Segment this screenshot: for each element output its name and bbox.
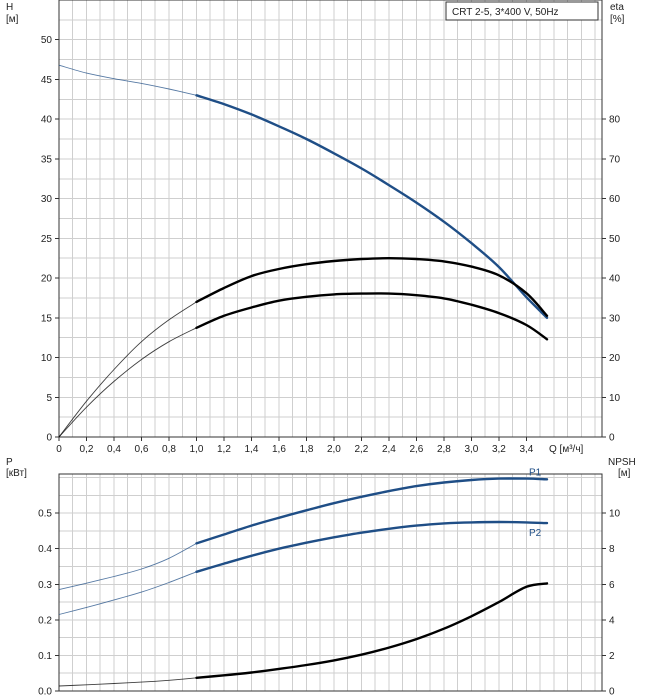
head-axis-title: H xyxy=(6,2,13,13)
power-tick-label: 0.4 xyxy=(38,544,52,555)
flow-tick-label: 1,4 xyxy=(245,444,259,455)
efficiency-axis-title: eta xyxy=(610,2,624,13)
head-tick-label: 50 xyxy=(41,35,53,46)
total-efficiency-curve-thin xyxy=(58,327,197,438)
flow-tick-label: 0,6 xyxy=(135,444,149,455)
efficiency-tick-label: 20 xyxy=(609,353,621,364)
efficiency-axis-unit: [%] xyxy=(610,14,625,25)
efficiency-tick-label: 30 xyxy=(609,313,621,324)
head-tick-label: 15 xyxy=(41,313,53,324)
npsh-axis-unit: [м] xyxy=(618,468,631,479)
efficiency-tick-label: 70 xyxy=(609,154,621,165)
flow-tick-label: 2,6 xyxy=(409,444,423,455)
head-tick-label: 5 xyxy=(46,393,52,404)
npsh-tick-label: 2 xyxy=(609,651,615,662)
top-plot-frame xyxy=(58,0,603,438)
head-tick-label: 25 xyxy=(41,234,53,245)
head-tick-label: 35 xyxy=(41,154,53,165)
efficiency-tick-label: 50 xyxy=(609,234,621,245)
legend-box-text: CRT 2-5, 3*400 V, 50Hz xyxy=(452,7,559,18)
npsh-tick-label: 0 xyxy=(609,687,615,698)
npsh-tick-label: 8 xyxy=(609,544,615,555)
total-efficiency-curve xyxy=(195,292,549,341)
flow-tick-label: 3,0 xyxy=(464,444,478,455)
head-tick-label: 20 xyxy=(41,274,53,285)
flow-tick-label: 0,2 xyxy=(80,444,94,455)
efficiency-tick-label: 0 xyxy=(609,433,615,444)
efficiency-tick-label: 60 xyxy=(609,194,621,205)
flow-tick-label: 0,8 xyxy=(162,444,176,455)
flow-tick-label: 1,6 xyxy=(272,444,286,455)
head-tick-label: 10 xyxy=(41,353,53,364)
head-curve-thin xyxy=(58,64,197,96)
flow-tick-label: 1,8 xyxy=(299,444,313,455)
p2-series-label: P2 xyxy=(529,528,542,539)
p1-series-label: P1 xyxy=(529,467,542,478)
efficiency-tick-label: 10 xyxy=(609,393,621,404)
flow-tick-label: 1,0 xyxy=(190,444,204,455)
power-axis-unit: [кВт] xyxy=(6,468,27,479)
flow-axis-title: Q [м³/ч] xyxy=(549,444,584,455)
npsh-curve-thin xyxy=(58,677,197,687)
head-tick-label: 45 xyxy=(41,75,53,86)
head-tick-label: 30 xyxy=(41,194,53,205)
power-axis-title: P xyxy=(6,457,13,468)
flow-tick-label: 2,2 xyxy=(354,444,368,455)
pump-efficiency-curve-thin xyxy=(58,301,197,438)
power-tick-label: 0.5 xyxy=(38,509,52,520)
p2-curve xyxy=(195,520,549,573)
efficiency-tick-label: 40 xyxy=(609,274,621,285)
p1-curve-thin xyxy=(58,543,197,591)
npsh-tick-label: 4 xyxy=(609,615,615,626)
flow-tick-label: 3,4 xyxy=(519,444,533,455)
efficiency-tick-label: 80 xyxy=(609,115,621,126)
flow-tick-label: 2,4 xyxy=(382,444,396,455)
power-tick-label: 0.1 xyxy=(38,651,52,662)
legend-box xyxy=(445,1,599,21)
head-tick-label: 40 xyxy=(41,115,53,126)
p1-curve xyxy=(195,477,549,545)
power-tick-label: 0.2 xyxy=(38,615,52,626)
flow-tick-label: 3,2 xyxy=(492,444,506,455)
bottom-plot-frame xyxy=(58,473,603,692)
top-plot-area: 0 5 10 15 20 25 30 35 40 45 50 0 10 20 30 40 50 60 70 80 0 0,… xyxy=(41,0,621,455)
flow-tick-label: 2,8 xyxy=(437,444,451,455)
head-tick-label: 0 xyxy=(46,433,52,444)
flow-tick-label: 1,2 xyxy=(217,444,231,455)
head-axis-unit: [м] xyxy=(6,14,19,25)
npsh-tick-label: 6 xyxy=(609,580,615,591)
head-curve xyxy=(195,94,549,319)
bottom-plot-area: 0.0 0.1 0.2 0.3 0.4 0.5 0 2 4 6 8 10 P1 P2 xyxy=(38,467,620,697)
flow-tick-label: 2,0 xyxy=(327,444,341,455)
npsh-tick-label: 10 xyxy=(609,509,621,520)
power-tick-label: 0.0 xyxy=(38,687,52,698)
p2-curve-thin xyxy=(58,571,197,615)
npsh-curve xyxy=(195,582,549,679)
npsh-axis-title: NPSH xyxy=(608,457,636,468)
flow-tick-label: 0 xyxy=(56,444,62,455)
flow-tick-label: 0,4 xyxy=(107,444,121,455)
power-tick-label: 0.3 xyxy=(38,580,52,591)
pump-efficiency-curve xyxy=(195,256,549,317)
